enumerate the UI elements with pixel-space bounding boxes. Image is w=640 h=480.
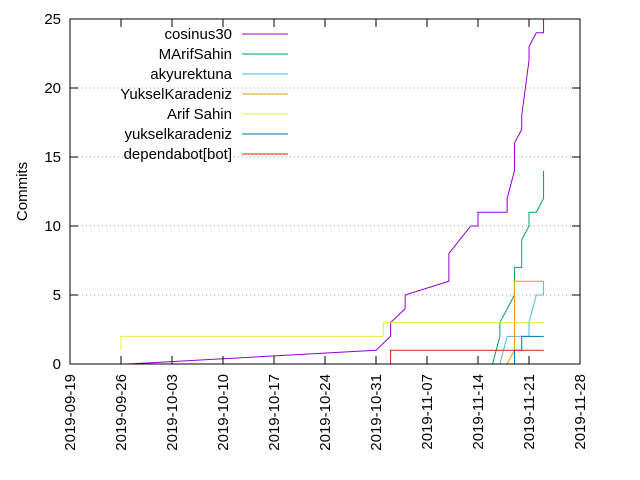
series-line-dependabot-bot [390,349,544,364]
series-lines [120,19,545,365]
x-tick-label: 2019-10-17 [266,374,283,451]
grid-lines [70,87,580,296]
legend-label: Arif Sahin [167,106,232,123]
series-line-yukselkaradeniz [506,280,544,365]
legend-label: yukselkaradeniz [124,126,232,143]
y-tick-label: 10 [44,218,61,235]
x-tick-label: 2019-11-07 [419,374,436,450]
x-tick-label: 2019-09-19 [62,374,79,451]
y-tick-label: 20 [44,80,61,97]
x-tick-label: 2019-11-21 [521,374,538,450]
legend-label: MArifSahin [159,46,232,63]
x-axis-ticks: 2019-09-19 2019-09-26 2019-10-03 2019-10-10… [62,19,589,451]
legend-label: akyurektuna [150,66,232,83]
y-tick-label: 15 [44,149,61,166]
series-line-marifsahin [492,170,545,365]
legend-label: cosinus30 [164,26,232,43]
legend-label: YukselKaradeniz [120,86,232,103]
y-tick-label: 5 [53,287,61,304]
y-tick-label: 25 [44,11,61,28]
series-line-cosinus30 [128,19,545,365]
x-tick-label: 2019-11-14 [470,374,487,450]
x-tick-label: 2019-11-28 [572,374,589,450]
plot-frame [69,18,581,365]
y-tick-label: 0 [53,356,61,373]
x-tick-label: 2019-10-10 [215,374,232,451]
x-tick-label: 2019-10-31 [368,374,385,451]
legend-label: dependabot[bot] [124,146,232,163]
series-line-arif-sahin [120,322,544,351]
x-tick-label: 2019-10-24 [317,374,334,451]
x-tick-label: 2019-10-03 [164,374,181,451]
x-tick-label: 2019-09-26 [113,374,130,451]
legend: cosinus30 MArifSahin akyurektuna YukselKara… [120,26,288,163]
y-axis-ticks: 0 5 10 15 20 25 [44,11,580,373]
y-axis-label: Commits [14,162,31,221]
